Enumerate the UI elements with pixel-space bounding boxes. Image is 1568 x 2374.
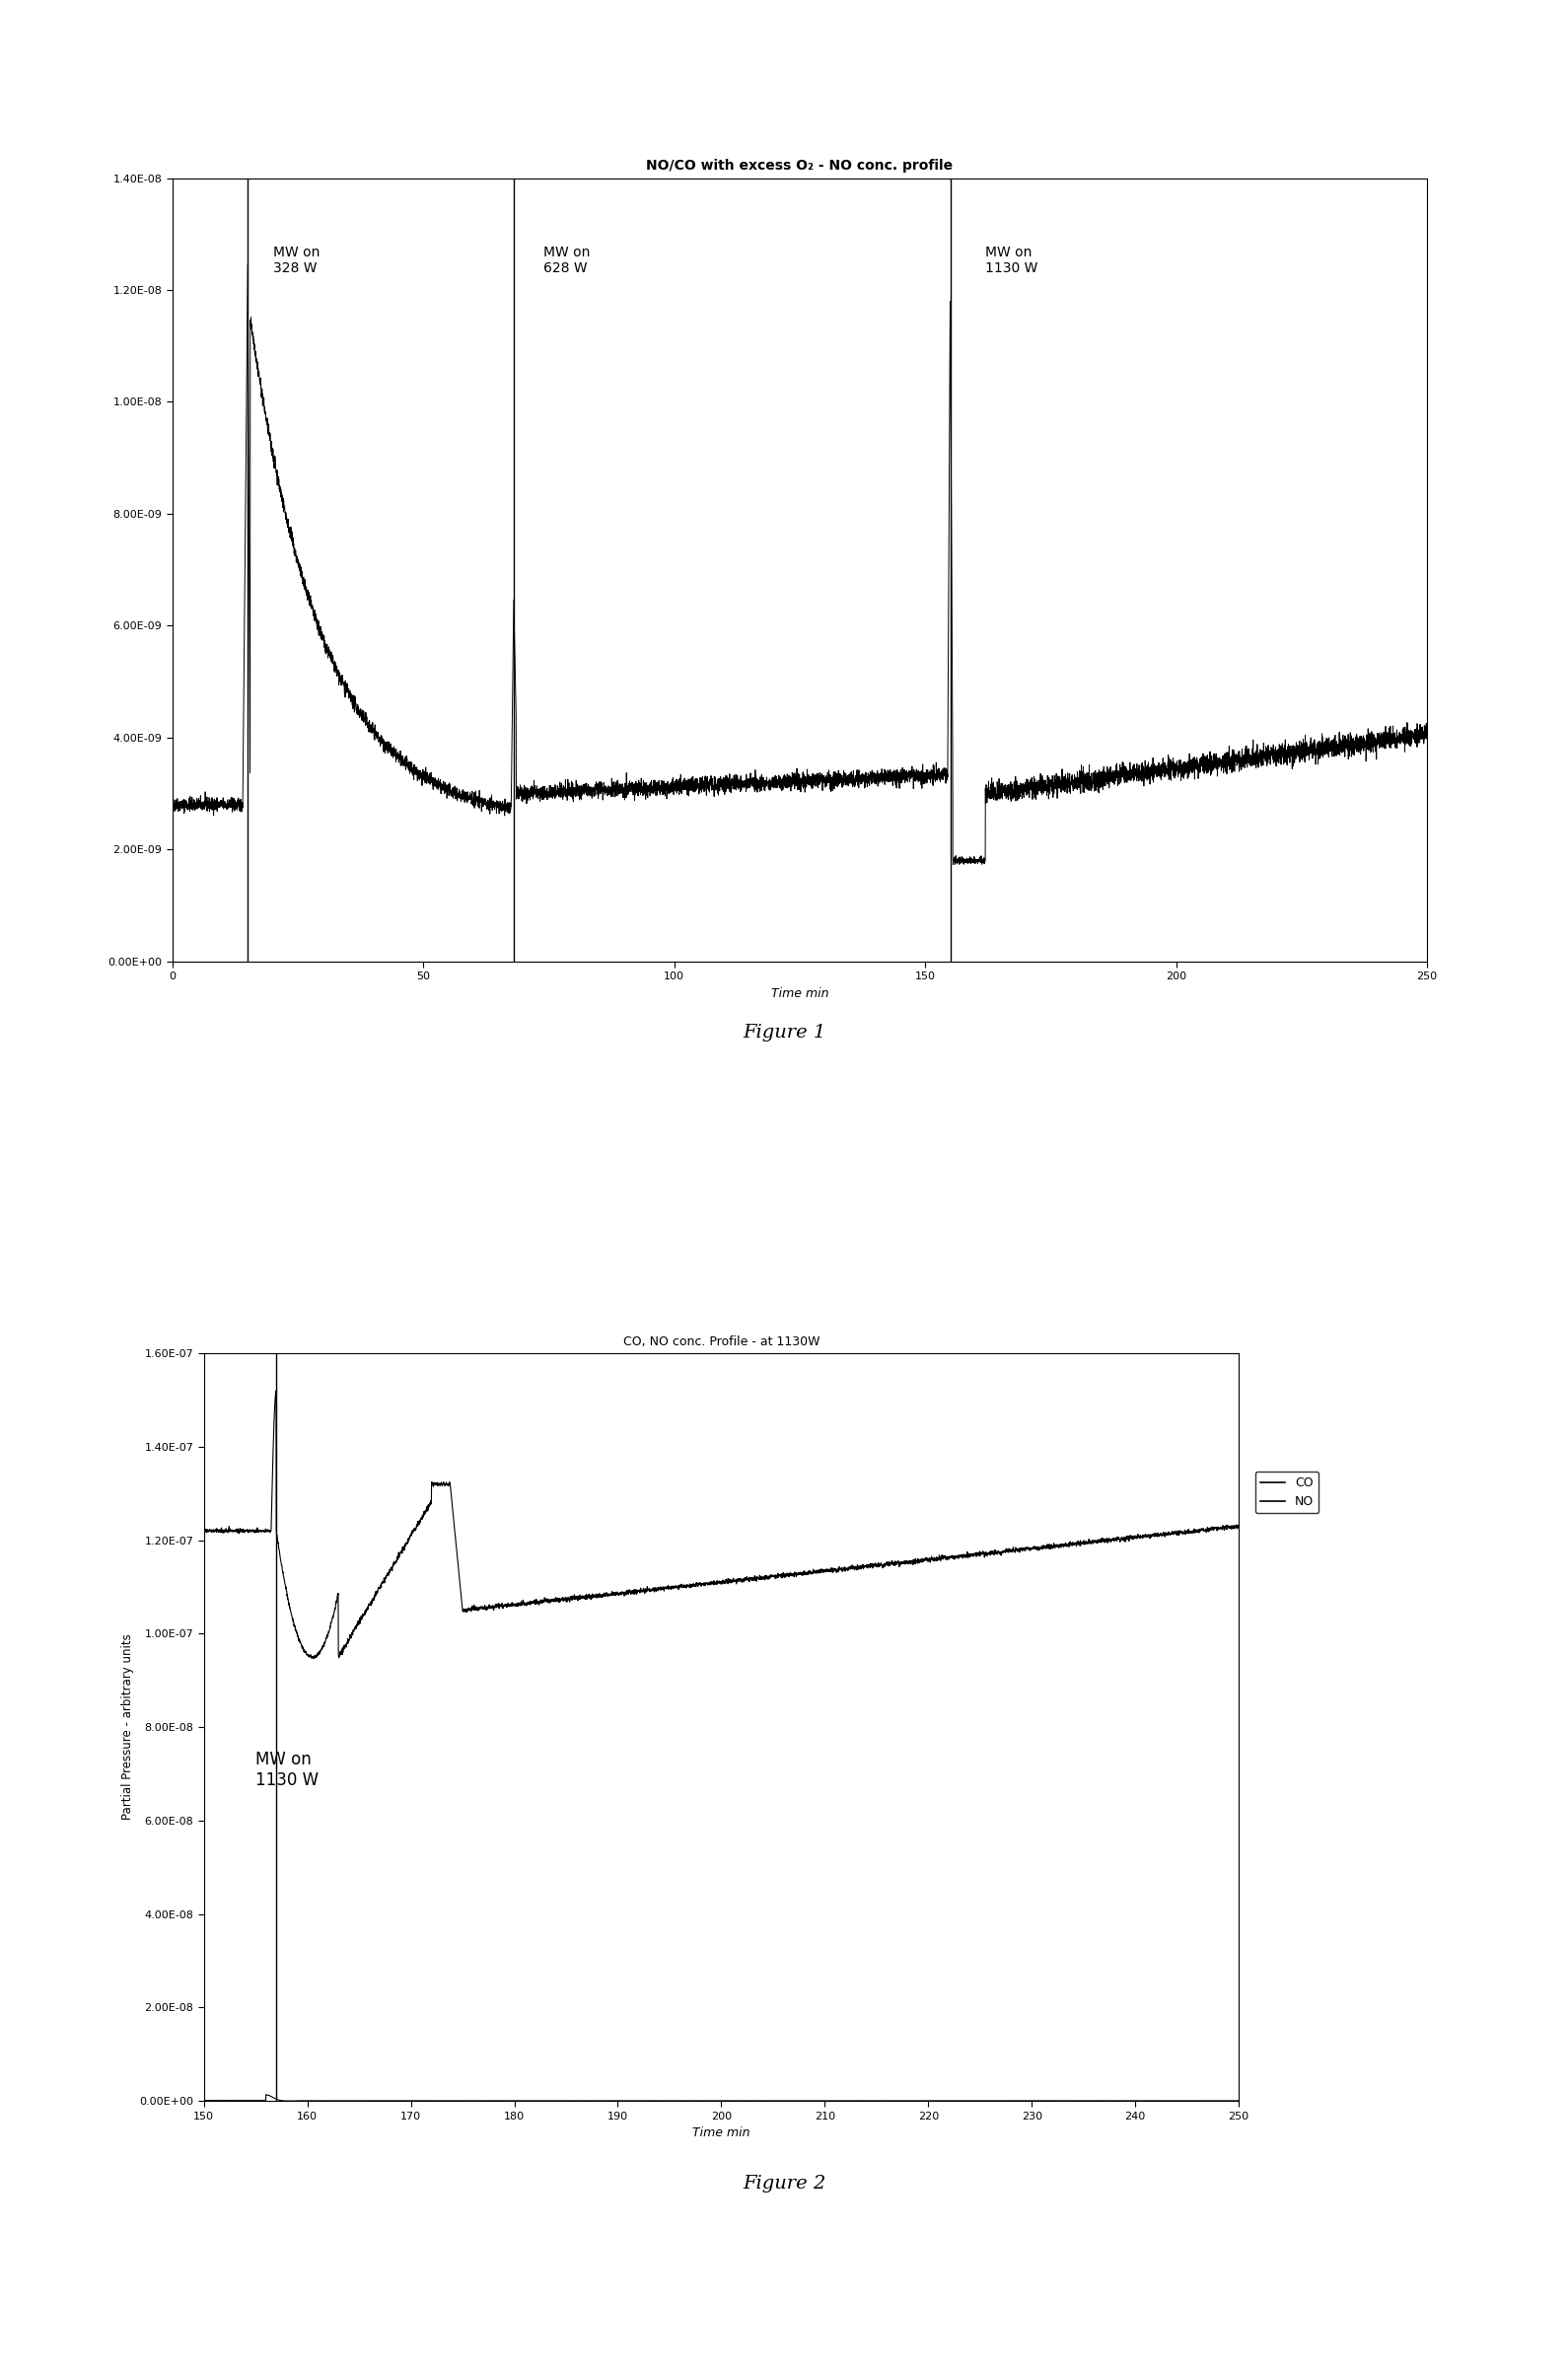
- X-axis label: Time min: Time min: [693, 2127, 750, 2139]
- Text: Figure 1: Figure 1: [743, 1023, 825, 1042]
- NO: [815, 2087, 834, 2115]
- Text: Figure 2: Figure 2: [743, 2175, 825, 2194]
- CO: [967, 1543, 986, 1572]
- Text: MW on
628 W: MW on 628 W: [544, 245, 591, 275]
- CO: [1046, 1531, 1065, 1560]
- NO: [867, 2087, 886, 2115]
- CO: [383, 1557, 401, 1586]
- NO: [1046, 2087, 1065, 2115]
- Title: CO, NO conc. Profile - at 1130W: CO, NO conc. Profile - at 1130W: [622, 1334, 820, 1348]
- Title: NO/CO with excess O₂ - NO conc. profile: NO/CO with excess O₂ - NO conc. profile: [646, 159, 953, 173]
- CO: [590, 1581, 608, 1610]
- Line: CO: CO: [204, 1391, 1239, 1657]
- NO: [590, 2087, 608, 2115]
- CO: [304, 1643, 323, 1671]
- CO: [815, 1555, 834, 1583]
- Text: MW on
1130 W: MW on 1130 W: [985, 245, 1038, 275]
- NO: [287, 2087, 306, 2115]
- NO: [1229, 2087, 1248, 2115]
- Line: NO: NO: [204, 2094, 1239, 2101]
- NO: [967, 2087, 986, 2115]
- CO: [194, 1517, 213, 1545]
- Y-axis label: Partial Pressure - arbitrary units: Partial Pressure - arbitrary units: [121, 1633, 133, 1821]
- X-axis label: Time min: Time min: [771, 988, 828, 999]
- CO: [867, 1550, 886, 1579]
- Text: MW on
1130 W: MW on 1130 W: [256, 1750, 318, 1788]
- CO: [267, 1377, 285, 1405]
- NO: [194, 2087, 213, 2115]
- Legend: CO, NO: CO, NO: [1256, 1472, 1319, 1512]
- Text: MW on
328 W: MW on 328 W: [273, 245, 320, 275]
- CO: [1229, 1512, 1248, 1541]
- NO: [257, 2080, 276, 2108]
- NO: [383, 2087, 401, 2115]
